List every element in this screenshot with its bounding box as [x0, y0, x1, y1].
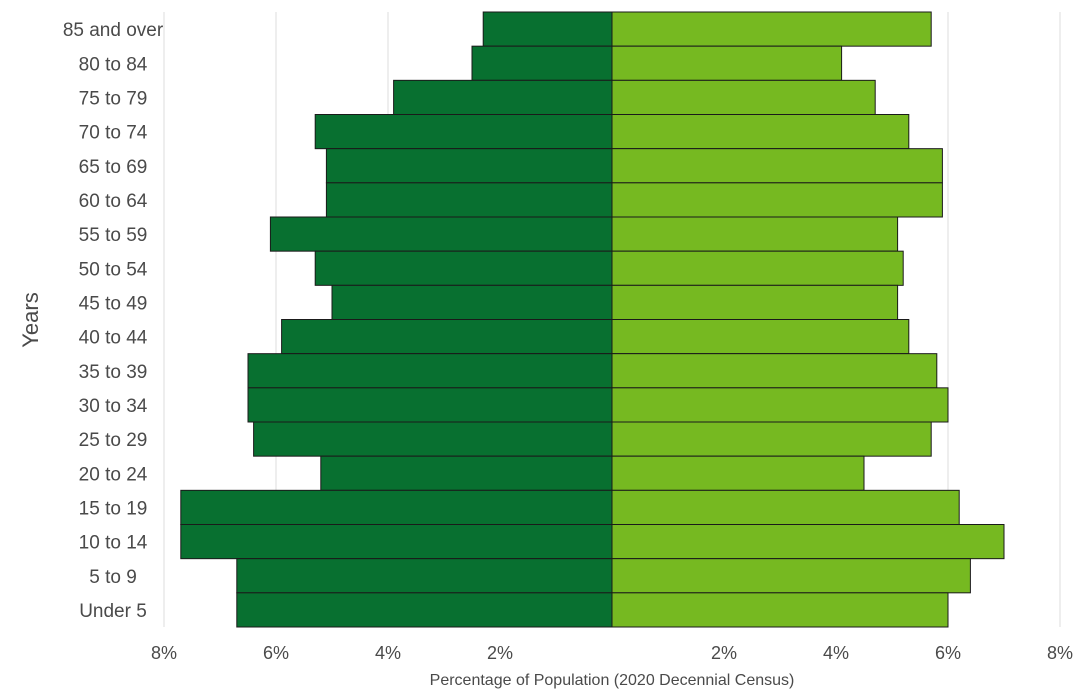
category-label: 45 to 49 — [79, 293, 148, 314]
bar-right — [611, 558, 971, 594]
x-tick-label: 6% — [935, 643, 961, 663]
bar-left — [314, 250, 613, 286]
bar-right — [611, 250, 904, 286]
category-label: 15 to 19 — [79, 498, 148, 519]
bar-left — [236, 558, 613, 594]
category-label: 30 to 34 — [79, 396, 148, 417]
bar-left — [269, 216, 613, 252]
category-label: 40 to 44 — [79, 328, 148, 349]
x-tick-label: 2% — [711, 643, 737, 663]
bar-right — [611, 216, 899, 252]
bar-left — [180, 524, 613, 560]
bar-left — [482, 11, 613, 47]
category-label: Under 5 — [79, 601, 147, 622]
bar-right — [611, 524, 1005, 560]
x-axis-title: Percentage of Population (2020 Decennial… — [430, 672, 795, 689]
x-tick-label: 8% — [1047, 643, 1073, 663]
category-label: 85 and over — [63, 20, 164, 41]
category-label: 80 to 84 — [79, 54, 148, 75]
category-label: 35 to 39 — [79, 362, 148, 383]
bar-right — [611, 387, 949, 423]
category-label: 75 to 79 — [79, 88, 148, 109]
category-label: 10 to 14 — [79, 533, 148, 554]
bar-right — [611, 182, 943, 218]
bar-right — [611, 284, 899, 321]
category-label: 20 to 24 — [79, 464, 148, 485]
category-label: 65 to 69 — [79, 157, 148, 178]
bar-left — [281, 319, 613, 355]
bar-right — [611, 489, 960, 526]
x-tick-label: 8% — [151, 643, 177, 663]
bar-right — [611, 319, 910, 355]
bar-left — [471, 45, 613, 81]
x-tick-label: 4% — [375, 643, 401, 663]
bar-left — [393, 79, 613, 116]
bar-left — [247, 353, 613, 389]
bar-right — [611, 592, 949, 628]
bar-left — [247, 387, 613, 423]
bar-right — [611, 455, 865, 491]
category-labels: 85 and over 80 to 84 75 to 79 70 to 74 65 to… — [63, 20, 164, 622]
bar-left — [180, 489, 613, 526]
category-label: 5 to 9 — [89, 567, 137, 588]
category-label: 50 to 54 — [79, 259, 148, 280]
category-label: 25 to 29 — [79, 430, 148, 451]
bar-right — [611, 148, 943, 184]
x-tick-label: 4% — [823, 643, 849, 663]
bar-right — [611, 11, 932, 47]
bar-left — [325, 182, 613, 218]
bar-right — [611, 353, 938, 389]
category-label: 60 to 64 — [79, 191, 148, 212]
bar-left — [253, 421, 613, 457]
category-label: 55 to 59 — [79, 225, 148, 246]
x-tick-label: 2% — [487, 643, 513, 663]
y-axis-title: Years — [18, 292, 43, 347]
bar-left — [331, 284, 613, 321]
bar-left — [325, 148, 613, 184]
bar-left — [314, 114, 613, 150]
bars — [180, 11, 1005, 628]
bar-right — [611, 79, 876, 116]
bar-right — [611, 421, 932, 457]
bar-right — [611, 114, 910, 150]
x-tick-label: 6% — [263, 643, 289, 663]
bar-right — [611, 45, 843, 81]
bar-left — [320, 455, 613, 491]
bar-left — [236, 592, 613, 628]
x-tick-labels: 8% 6% 4% 2% 2% 4% 6% 8% — [151, 643, 1073, 663]
category-label: 70 to 74 — [79, 123, 148, 144]
